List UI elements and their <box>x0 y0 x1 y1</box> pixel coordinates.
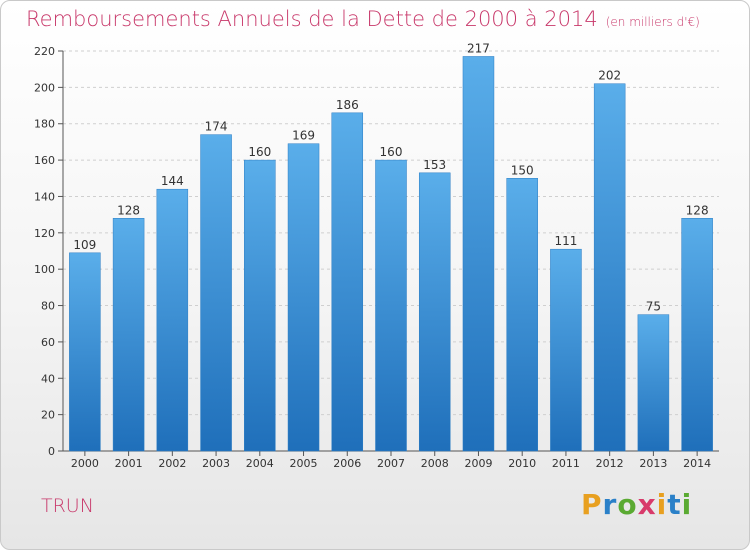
logo-letter: r <box>602 488 618 521</box>
chart-title: Remboursements Annuels de la Dette de 20… <box>26 7 700 31</box>
bar-value-label: 75 <box>646 300 661 314</box>
x-tick-label: 2012 <box>596 457 624 470</box>
x-tick-label: 2009 <box>464 457 492 470</box>
labels: 0 20 40 60 80 100 120 140 160 180 200 220 109 2000 128… <box>34 41 711 470</box>
bar-2004 <box>244 159 276 452</box>
logo-letter: x <box>637 488 657 521</box>
y-tick-label: 100 <box>34 263 55 276</box>
bar-2008 <box>418 172 451 452</box>
x-tick-label: 2005 <box>290 457 318 470</box>
x-tick-label: 2000 <box>71 457 99 470</box>
x-tick-label: 2014 <box>683 457 711 470</box>
chart-title-text: Remboursements Annuels de la Dette de 20… <box>26 7 598 31</box>
x-tick-label: 2002 <box>158 457 186 470</box>
x-tick-label: 2007 <box>377 457 405 470</box>
bar-value-label: 128 <box>117 203 140 217</box>
y-tick-label: 0 <box>48 445 55 458</box>
y-tick-label: 20 <box>41 409 55 422</box>
bar-2013 <box>637 314 670 452</box>
x-tick-label: 2001 <box>115 457 143 470</box>
bar-value-label: 202 <box>598 69 621 83</box>
bar-2003 <box>200 134 232 452</box>
x-tick-label: 2010 <box>508 457 536 470</box>
bar-2012 <box>593 83 626 452</box>
location-label: TRUN <box>41 495 94 517</box>
x-tick-label: 2013 <box>639 457 667 470</box>
bar-value-label: 128 <box>686 203 709 217</box>
x-tick-label: 2011 <box>552 457 580 470</box>
x-tick-label: 2003 <box>202 457 230 470</box>
y-tick-label: 120 <box>34 227 55 240</box>
bar-value-label: 160 <box>380 145 403 159</box>
bar-value-label: 169 <box>292 129 315 143</box>
y-tick-label: 180 <box>34 118 55 131</box>
y-tick-label: 60 <box>41 336 55 349</box>
bar-value-label: 160 <box>248 145 271 159</box>
bar-value-label: 217 <box>467 41 490 55</box>
bars <box>69 56 713 452</box>
bar-value-label: 109 <box>73 238 96 252</box>
y-tick-label: 160 <box>34 154 55 167</box>
y-tick-label: 140 <box>34 190 55 203</box>
bar-2007 <box>375 159 407 452</box>
logo-letter: i <box>681 488 693 521</box>
y-tick-label: 220 <box>34 45 55 58</box>
bar-2011 <box>550 248 582 452</box>
bar-value-label: 153 <box>423 158 446 172</box>
bar-value-label: 150 <box>511 163 534 177</box>
bar-2002 <box>156 188 189 452</box>
bar-2005 <box>287 143 320 452</box>
proxiti-logo: Proxiti <box>581 488 692 521</box>
logo-letter: i <box>656 488 668 521</box>
bar-2014 <box>681 218 713 452</box>
bar-2000 <box>69 252 101 452</box>
x-tick-label: 2006 <box>333 457 361 470</box>
logo-letter: t <box>667 488 682 521</box>
chart-unit: (en milliers d'€) <box>605 15 700 29</box>
y-tick-label: 80 <box>41 300 55 313</box>
logo-letter: o <box>617 488 638 521</box>
x-tick-label: 2004 <box>246 457 274 470</box>
bar-value-label: 144 <box>161 174 184 188</box>
bar-2006 <box>331 112 364 452</box>
x-tick-label: 2008 <box>421 457 449 470</box>
bar-value-label: 111 <box>554 234 577 248</box>
bar-2001 <box>112 218 145 452</box>
y-tick-label: 40 <box>41 372 55 385</box>
bar-value-label: 186 <box>336 98 359 112</box>
bar-2009 <box>462 56 495 452</box>
y-tick-label: 200 <box>34 81 55 94</box>
bar-value-label: 174 <box>205 120 228 134</box>
logo-letter: P <box>581 488 603 521</box>
bar-2010 <box>506 178 538 452</box>
